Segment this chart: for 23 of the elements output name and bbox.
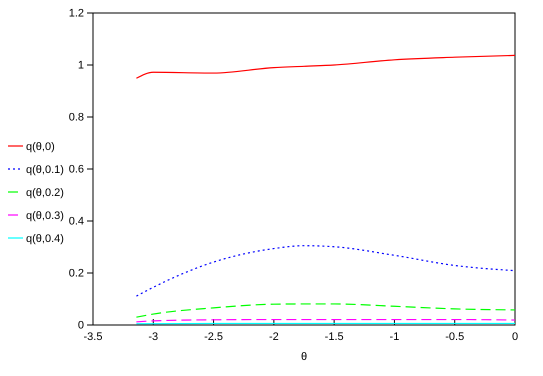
y-tick-label: 1.2 (68, 8, 84, 20)
legend-label: q(θ,0) (26, 141, 55, 153)
y-tick-label: 0.6 (68, 164, 84, 176)
x-tick-label: -3 (148, 331, 158, 344)
line-series (136, 303, 516, 318)
x-tick-label: -0.5 (445, 331, 464, 344)
x-tick-label: 0 (512, 331, 518, 344)
x-tick-label: -2.5 (204, 331, 224, 344)
line-series (136, 54, 516, 79)
y-tick-label: 1 (78, 60, 84, 72)
x-tick-label: -1.5 (324, 331, 344, 344)
y-tick-label: 0.2 (68, 268, 84, 280)
x-tick-label: -2 (268, 331, 279, 344)
legend-label: q(θ,0.1) (26, 164, 64, 176)
y-tick-label: 0.4 (68, 216, 84, 228)
x-tick-label: -3.5 (84, 331, 102, 344)
y-tick-label: 0 (78, 320, 84, 332)
x-axis-title: θ (300, 351, 308, 363)
x-tick-label: -1 (390, 331, 400, 344)
legend-label: q(θ,0.2) (26, 187, 64, 199)
legend-label: q(θ,0.4) (26, 233, 64, 245)
legend-label: q(θ,0.3) (26, 210, 64, 222)
y-tick-label: 0.8 (68, 112, 84, 124)
